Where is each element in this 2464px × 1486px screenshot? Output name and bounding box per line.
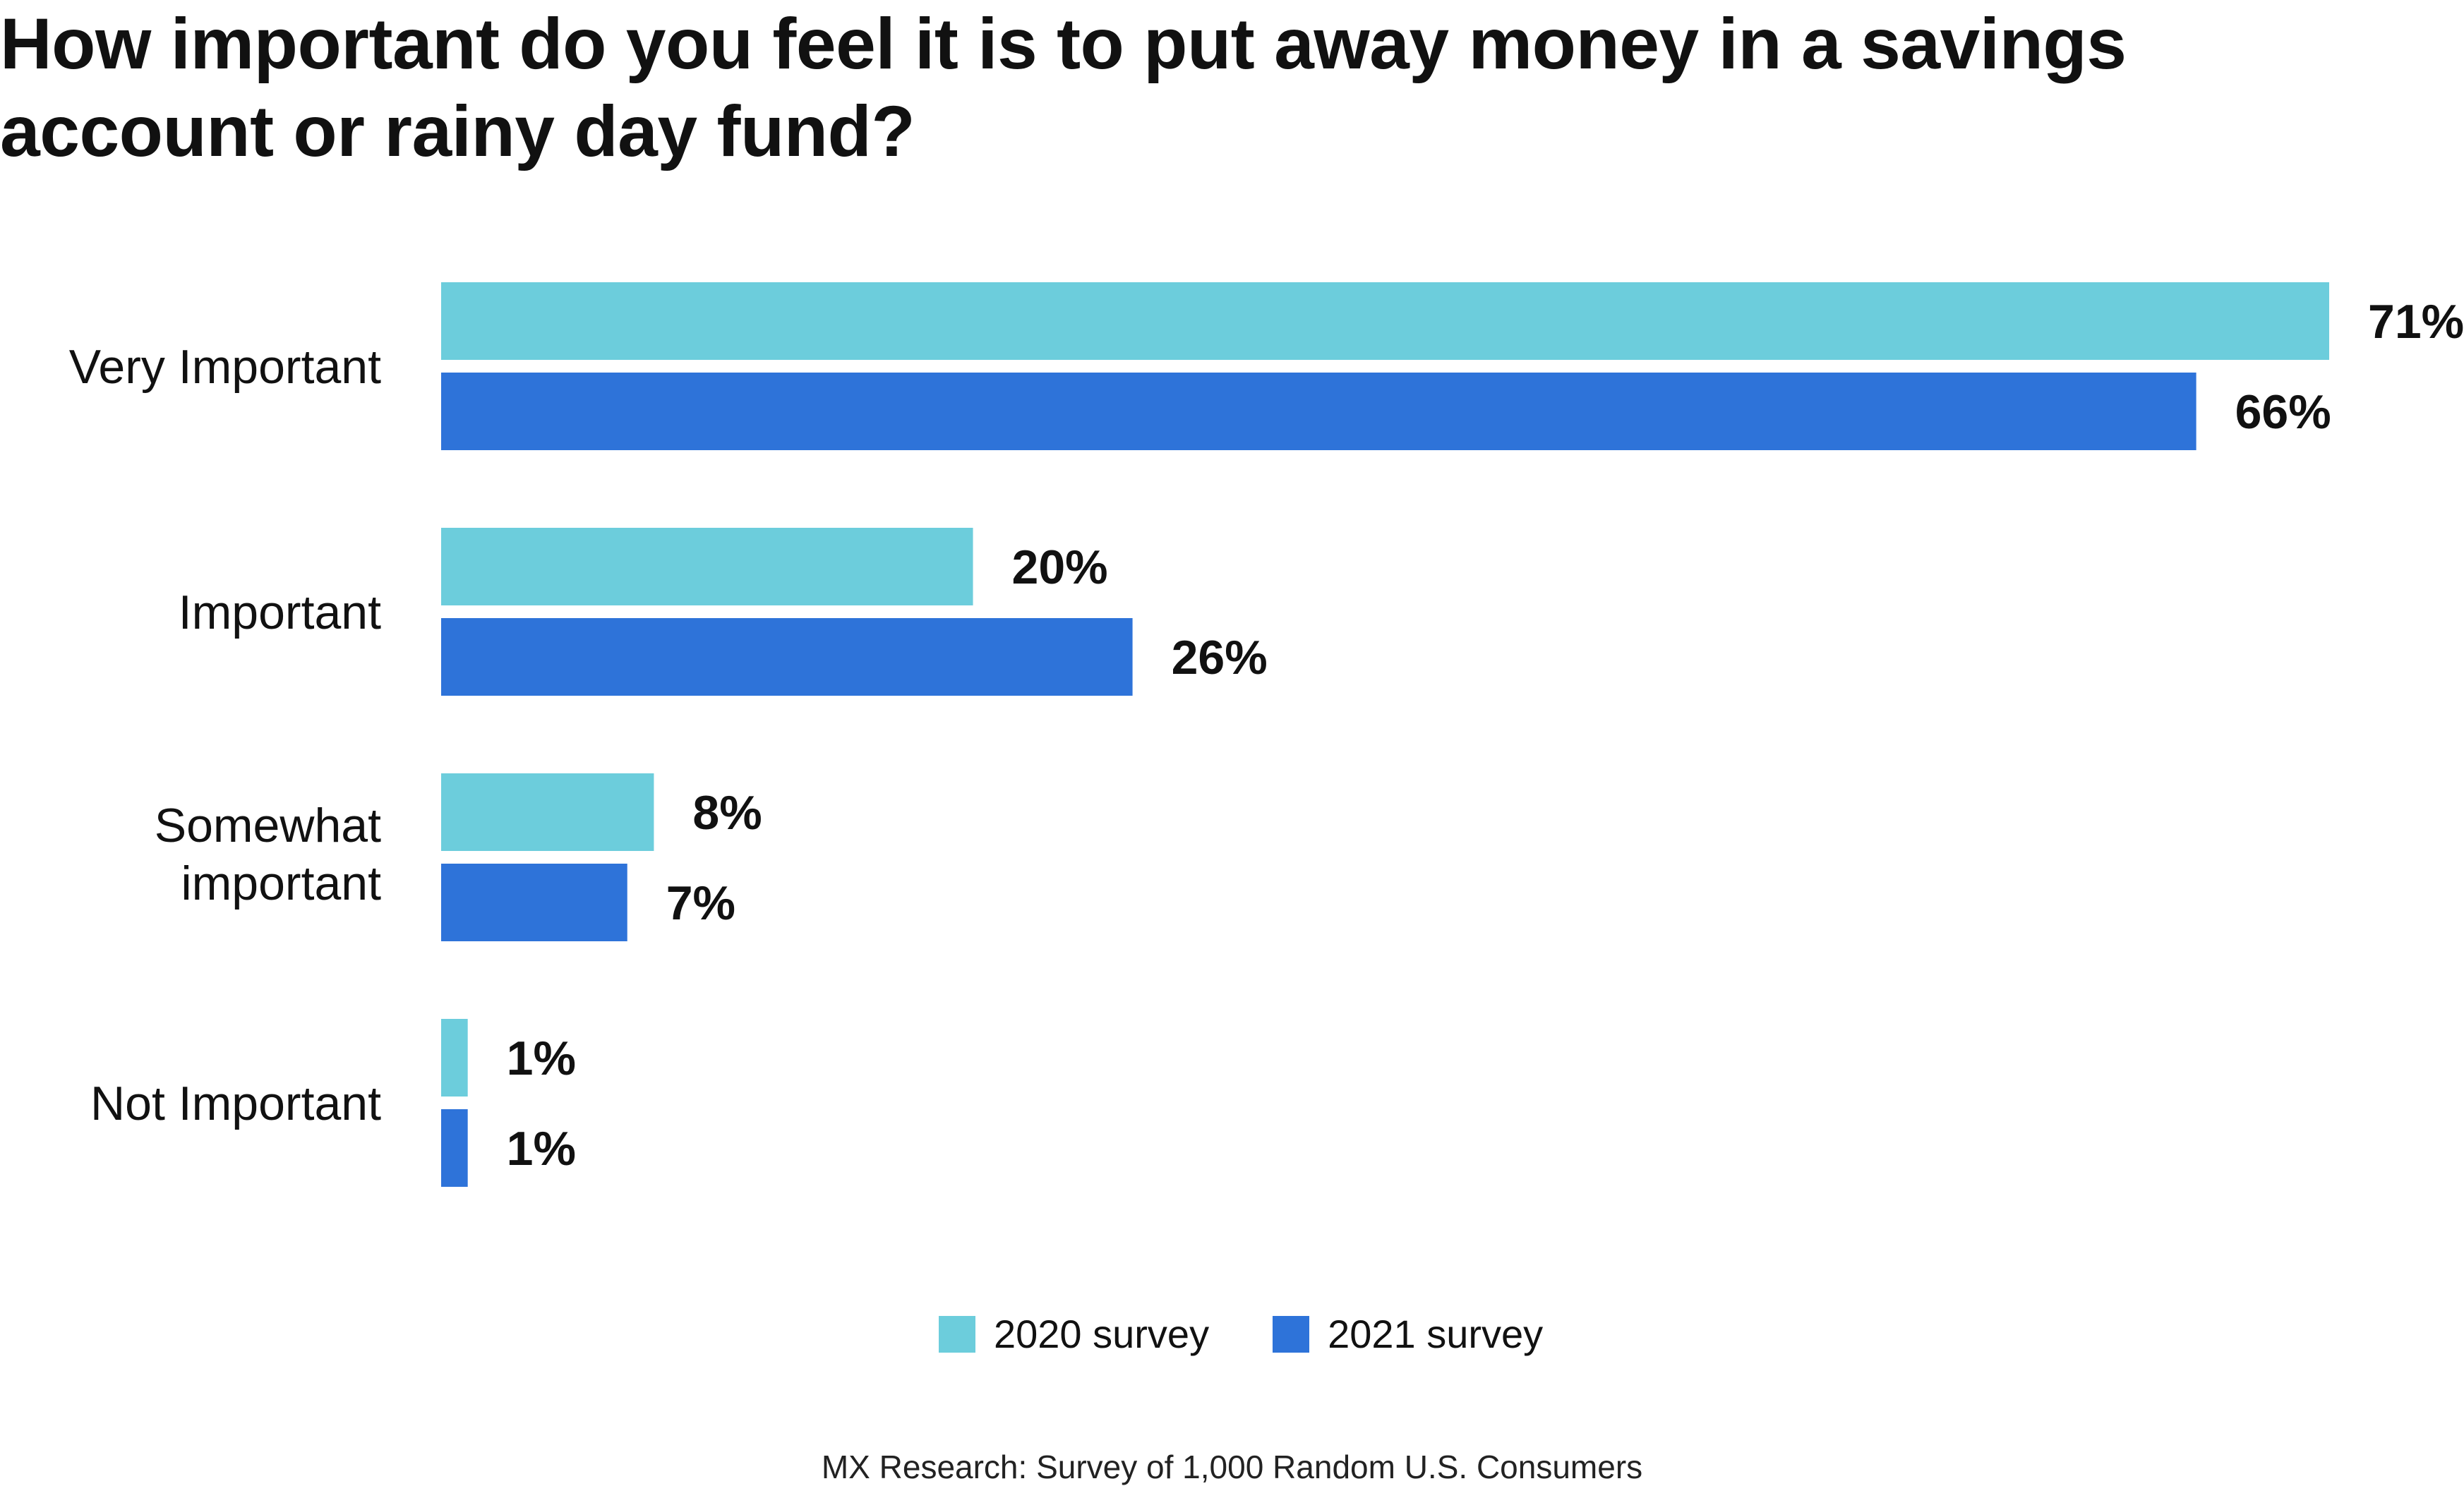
bars — [441, 282, 2329, 1187]
bar-chart: Very Important Important Somewhat important… — [69, 282, 2464, 1187]
value-label-somewhat-important-2021-survey: 7% — [666, 876, 735, 930]
value-label-not-important-2021-survey: 1% — [507, 1122, 576, 1176]
category-label-very-important: Very Important — [69, 340, 381, 394]
value-labels: 71% 66% 20% 26% 8% 7% 1% 1% — [507, 295, 2464, 1176]
category-label-important: Important — [179, 586, 381, 639]
bar-somewhat-important-2020-survey — [441, 773, 654, 851]
bar-very-important-2021-survey — [441, 373, 2196, 450]
legend-label-2021: 2021 survey — [1328, 1312, 1544, 1356]
value-label-very-important-2020-survey: 71% — [2368, 295, 2464, 349]
category-labels: Very Important Important Somewhat important… — [69, 340, 381, 1130]
value-label-not-important-2020-survey: 1% — [507, 1032, 576, 1085]
bar-not-important-2020-survey — [441, 1019, 468, 1097]
category-label-not-important: Not Important — [90, 1077, 381, 1130]
value-label-very-important-2021-survey: 66% — [2235, 385, 2331, 439]
legend-item-2021: 2021 survey — [1273, 1311, 1543, 1357]
bar-not-important-2021-survey — [441, 1109, 468, 1187]
bar-important-2020-survey — [441, 528, 973, 605]
value-label-somewhat-important-2020-survey: 8% — [692, 786, 762, 840]
legend: 2020 survey 2021 survey — [939, 1311, 1543, 1357]
legend-swatch-2021 — [1273, 1315, 1310, 1353]
value-label-important-2020-survey: 20% — [1012, 540, 1108, 594]
bar-somewhat-important-2021-survey — [441, 864, 627, 941]
legend-item-2020: 2020 survey — [939, 1311, 1209, 1357]
bar-important-2021-survey — [441, 618, 1133, 696]
value-label-important-2021-survey: 26% — [1172, 631, 1268, 684]
chart-title: How important do you feel it is to put a… — [0, 4, 2127, 171]
legend-swatch-2020 — [939, 1315, 975, 1353]
category-label-somewhat-important: Somewhat important — [155, 799, 381, 910]
bar-very-important-2020-survey — [441, 282, 2329, 360]
legend-label-2020: 2020 survey — [994, 1312, 1210, 1356]
source-note: MX Research: Survey of 1,000 Random U.S.… — [821, 1449, 1643, 1485]
